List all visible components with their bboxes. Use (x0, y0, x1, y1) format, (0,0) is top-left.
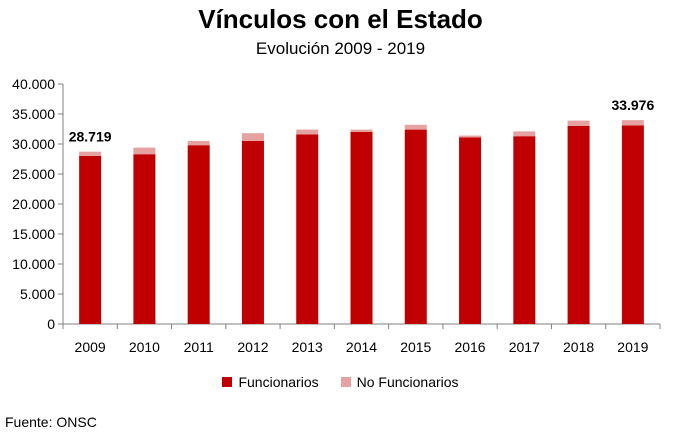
bar-funcionarios (459, 137, 482, 324)
y-tick-label: 15.000 (12, 226, 55, 242)
bar-funcionarios (133, 154, 156, 324)
data-label: 28.719 (69, 129, 112, 145)
bar-no-funcionarios (133, 147, 156, 155)
legend-label-funcionarios: Funcionarios (238, 374, 319, 390)
y-tick-label: 30.000 (12, 136, 55, 152)
x-tick-label: 2017 (509, 339, 540, 355)
bar-no-funcionarios (350, 129, 373, 132)
bar-funcionarios (404, 129, 427, 324)
chart-subtitle: Evolución 2009 - 2019 (255, 39, 426, 58)
chart-title: Vínculos con el Estado (198, 4, 483, 34)
legend-item-funcionarios: Funcionarios (222, 374, 319, 390)
bar-funcionarios (241, 141, 264, 324)
x-tick-label: 2018 (563, 339, 594, 355)
x-tick-label: 2013 (292, 339, 323, 355)
bar-no-funcionarios (404, 124, 427, 130)
bar-no-funcionarios (567, 120, 590, 126)
bar-funcionarios (567, 126, 590, 324)
y-tick-label: 25.000 (12, 166, 55, 182)
legend-swatch-funcionarios (222, 377, 233, 387)
bar-funcionarios (621, 125, 644, 325)
x-tick-label: 2009 (75, 339, 106, 355)
y-tick-label: 5.000 (20, 286, 55, 302)
bar-no-funcionarios (296, 129, 319, 135)
bar-no-funcionarios (621, 120, 644, 126)
x-tick-label: 2012 (237, 339, 268, 355)
legend-item-no-funcionarios: No Funcionarios (340, 374, 459, 390)
y-tick-label: 20.000 (12, 196, 55, 212)
x-tick-label: 2014 (346, 339, 377, 355)
bar-no-funcionarios (79, 151, 102, 156)
y-tick-label: 35.000 (12, 106, 55, 122)
y-tick-label: 40.000 (12, 76, 55, 92)
legend: Funcionarios No Funcionarios (0, 374, 681, 390)
bar-no-funcionarios (241, 133, 264, 141)
x-tick-label: 2010 (129, 339, 160, 355)
bar-no-funcionarios (187, 141, 210, 146)
y-tick-label: 10.000 (12, 256, 55, 272)
x-tick-label: 2011 (184, 339, 214, 355)
x-tick-label: 2016 (454, 339, 485, 355)
bar-no-funcionarios (513, 131, 536, 137)
legend-swatch-no-funcionarios (340, 377, 351, 387)
bar-funcionarios (350, 132, 373, 324)
bar-no-funcionarios (459, 135, 482, 138)
x-tick-label: 2019 (617, 339, 648, 355)
source-note: Fuente: ONSC (5, 414, 97, 430)
y-tick-label: 0 (47, 316, 55, 332)
data-label: 33.976 (611, 97, 654, 113)
x-tick-label: 2015 (400, 339, 431, 355)
legend-label-no-funcionarios: No Funcionarios (356, 374, 459, 390)
bar-funcionarios (187, 145, 210, 324)
bar-funcionarios (79, 156, 102, 324)
bar-funcionarios (296, 134, 319, 324)
bar-funcionarios (513, 136, 536, 324)
